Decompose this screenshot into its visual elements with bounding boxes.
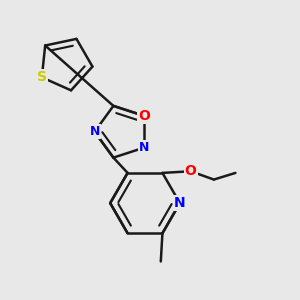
Text: O: O bbox=[185, 164, 197, 178]
Text: N: N bbox=[174, 196, 186, 210]
Text: O: O bbox=[138, 109, 150, 123]
Text: N: N bbox=[89, 125, 100, 138]
Text: N: N bbox=[139, 141, 149, 154]
Text: S: S bbox=[37, 70, 47, 84]
